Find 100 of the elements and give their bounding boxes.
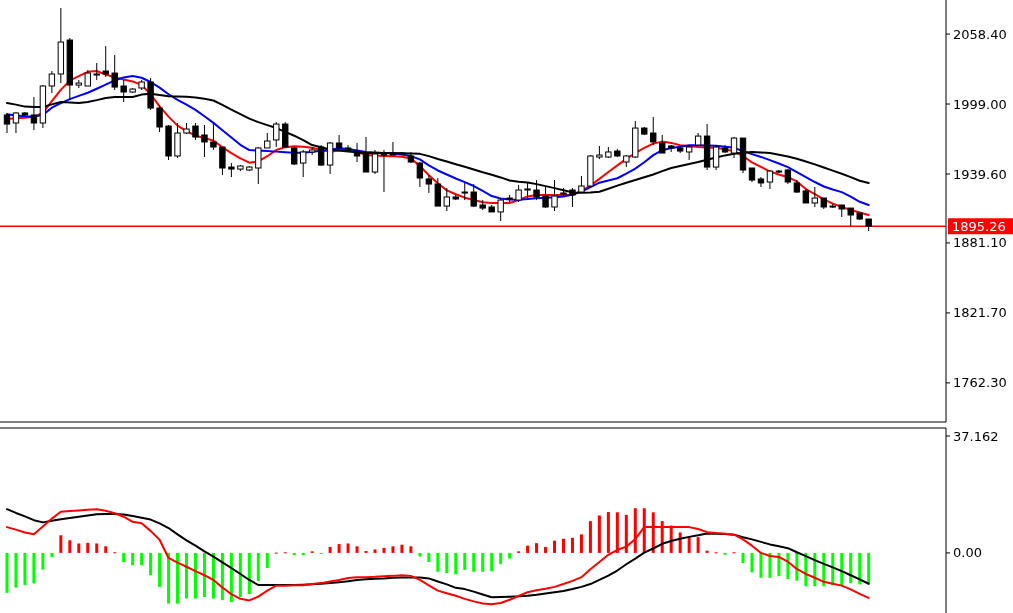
candlestick <box>425 174 433 194</box>
bar <box>786 552 790 580</box>
y-tick-label: 1999.00 <box>953 96 1007 112</box>
bar <box>624 514 628 553</box>
bar <box>454 552 458 575</box>
bar <box>131 552 135 566</box>
candlestick <box>156 104 163 133</box>
bar <box>122 552 126 563</box>
bar <box>606 512 610 553</box>
candlestick <box>255 146 262 185</box>
candlestick <box>48 70 56 94</box>
bar <box>579 534 583 553</box>
bar <box>185 552 189 599</box>
bar <box>795 552 799 581</box>
bar <box>472 552 476 572</box>
bar <box>167 552 171 604</box>
bar <box>750 552 754 573</box>
bar <box>23 552 27 585</box>
y-tick-label: 1939.60 <box>953 166 1007 182</box>
bar <box>840 552 844 586</box>
candlestick <box>371 149 379 175</box>
y-tick-label: 0.00 <box>953 545 982 561</box>
bar <box>346 543 350 553</box>
candlestick <box>335 134 343 151</box>
bar <box>158 552 162 587</box>
bar <box>355 546 359 553</box>
bar <box>768 552 772 578</box>
bar <box>32 552 36 584</box>
y-tick-label: 1881.10 <box>953 235 1007 251</box>
bar <box>193 552 197 599</box>
y-tick-label: 37.162 <box>953 428 999 444</box>
candlestick <box>389 141 397 156</box>
bar <box>445 552 449 574</box>
bar <box>256 552 260 581</box>
bar <box>570 537 574 553</box>
y-tick-label: 1821.70 <box>953 305 1007 321</box>
candlestick <box>201 124 208 158</box>
candlestick <box>650 116 657 146</box>
bar <box>140 552 144 566</box>
candlestick <box>282 121 289 149</box>
bar <box>651 512 655 553</box>
bar <box>247 552 251 595</box>
bar <box>849 552 853 584</box>
candlestick <box>219 146 226 176</box>
bar <box>858 552 862 585</box>
bar <box>696 537 700 553</box>
candlestick <box>353 142 361 163</box>
bar <box>481 552 485 572</box>
bar <box>544 546 548 553</box>
bar <box>5 552 9 593</box>
bar <box>391 546 395 553</box>
bar <box>50 552 54 557</box>
candlestick <box>102 45 109 78</box>
bar <box>400 544 404 553</box>
bar <box>328 546 332 553</box>
candlestick <box>3 112 11 134</box>
candlestick <box>416 161 424 188</box>
bar <box>499 552 503 564</box>
bar <box>678 532 682 553</box>
bar <box>418 552 422 557</box>
candlestick <box>174 122 181 159</box>
bar <box>77 543 81 553</box>
bar <box>867 552 871 585</box>
candlestick <box>210 121 217 151</box>
bar <box>337 544 341 553</box>
bar <box>588 521 592 553</box>
bar <box>759 552 763 578</box>
bar <box>687 537 691 553</box>
y-tick-label: 1762.30 <box>953 375 1007 391</box>
bar <box>436 552 440 572</box>
candlestick <box>111 54 118 91</box>
candlestick <box>730 136 738 159</box>
bar <box>104 546 108 553</box>
candlestick <box>766 169 774 190</box>
candlestick <box>811 186 819 208</box>
bar <box>14 552 18 588</box>
bar <box>68 540 72 553</box>
bar <box>149 552 153 576</box>
bar <box>382 547 386 553</box>
candlestick <box>497 197 504 222</box>
candlestick <box>12 111 20 134</box>
bar <box>535 543 539 553</box>
bar <box>86 542 90 553</box>
candlestick <box>273 121 280 148</box>
y-tick-label: 2058.40 <box>953 26 1007 42</box>
candlestick <box>712 144 720 171</box>
candlestick <box>326 141 334 175</box>
candlestick <box>434 177 442 207</box>
bar <box>238 552 242 597</box>
bar <box>777 552 781 577</box>
bar <box>41 552 45 570</box>
bar <box>741 552 745 563</box>
candlestick <box>470 183 477 208</box>
bar <box>553 540 557 553</box>
bar <box>615 512 619 553</box>
bar <box>463 552 467 570</box>
candlestick <box>362 136 370 173</box>
candlestick <box>300 149 307 178</box>
candlestick <box>659 134 666 154</box>
bar <box>508 552 512 559</box>
